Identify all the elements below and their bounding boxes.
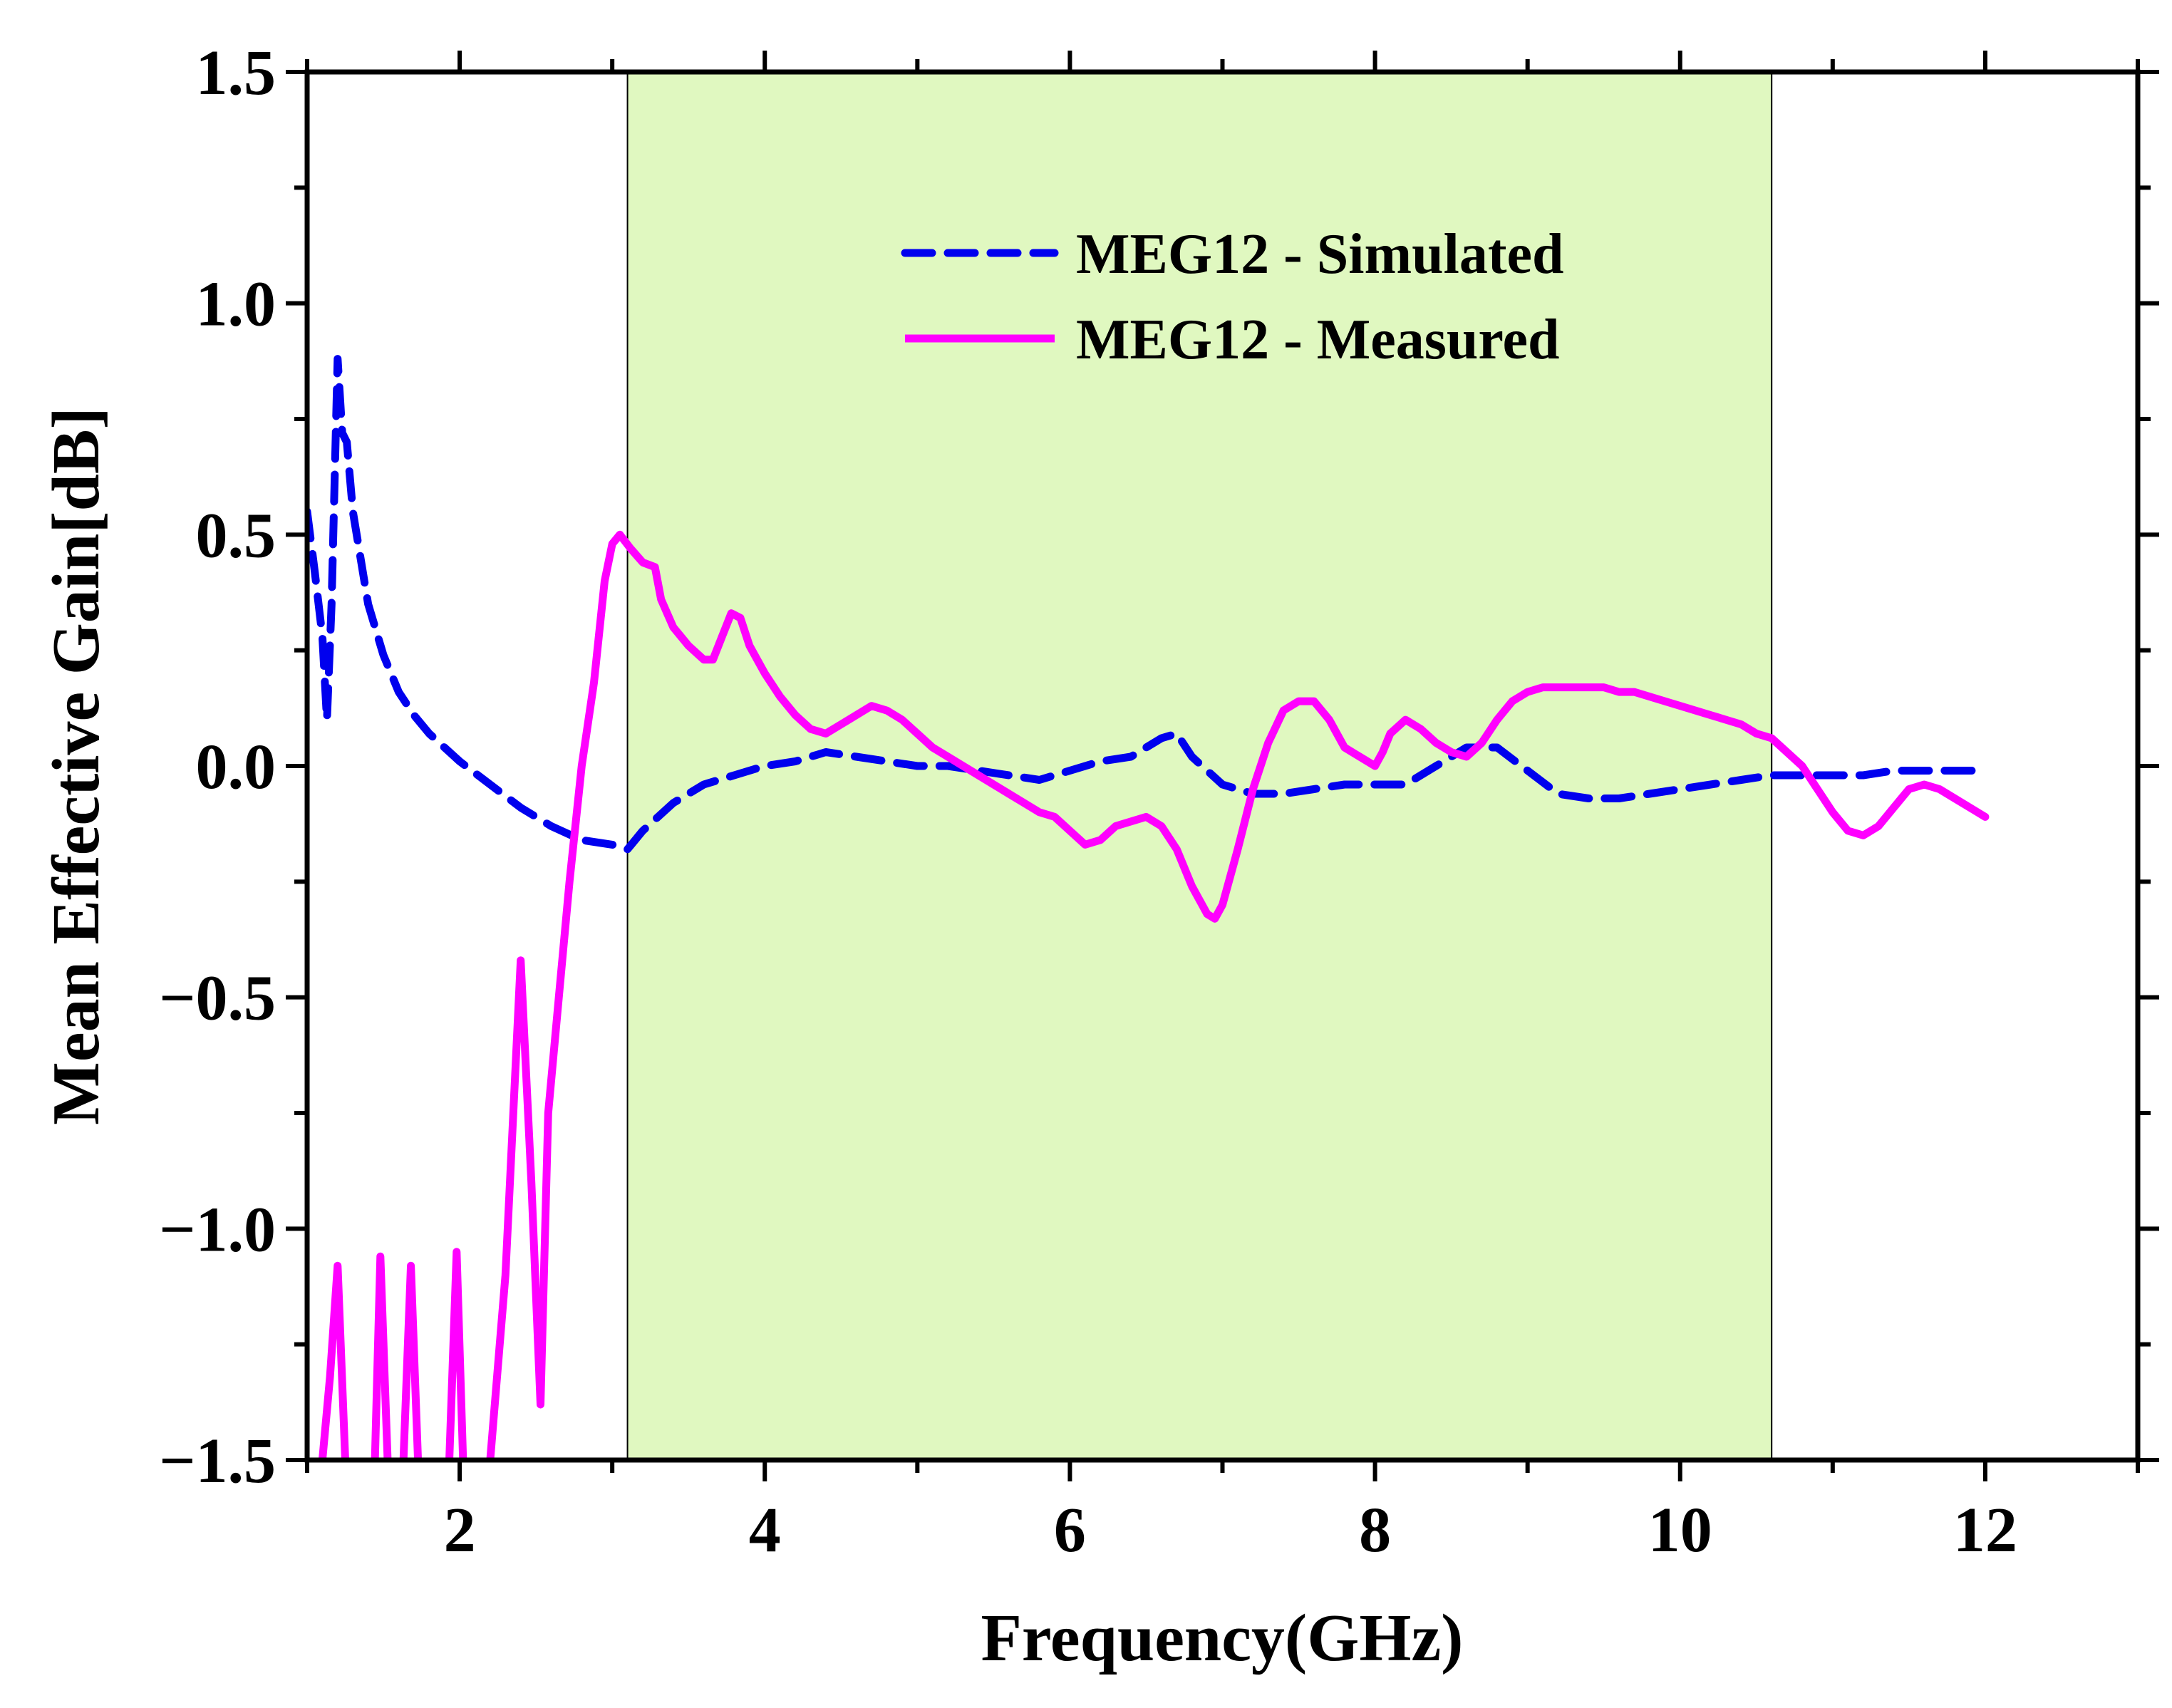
x-tick-label: 12 [1953,1495,2017,1565]
legend-label: MEG12 - Simulated [1076,223,1563,286]
x-tick-label: 4 [749,1495,781,1565]
x-tick-label: 8 [1359,1495,1391,1565]
ticks-layer [286,51,2159,1481]
y-axis-title: Mean Effective Gain[dB] [39,407,113,1125]
y-tick-label: 0.5 [196,500,276,571]
x-tick-label: 2 [444,1495,476,1565]
y-tick-label: 1.0 [196,269,276,340]
tick-labels-layer: 2 4 6 8 10 12 1.5 1.0 0.5 0.0 −0.5 −1.0 −1.5 [159,38,2017,1565]
series-line-measured [318,530,1990,1460]
x-tick-label: 10 [1648,1495,1712,1565]
legend: MEG12 - Simulated MEG12 - Measured [901,223,1563,371]
series-layer [307,355,1990,1460]
y-tick-label: 0.0 [196,732,276,802]
y-tick-label: −1.0 [159,1194,276,1265]
y-tick-label: −1.5 [159,1426,276,1496]
y-tick-label: −0.5 [159,963,276,1034]
x-axis-title: Frequency(GHz) [981,1601,1463,1675]
legend-label: MEG12 - Measured [1076,309,1559,371]
x-tick-label: 6 [1054,1495,1086,1565]
y-tick-label: 1.5 [196,38,276,108]
series-line-simulated [307,355,1990,854]
